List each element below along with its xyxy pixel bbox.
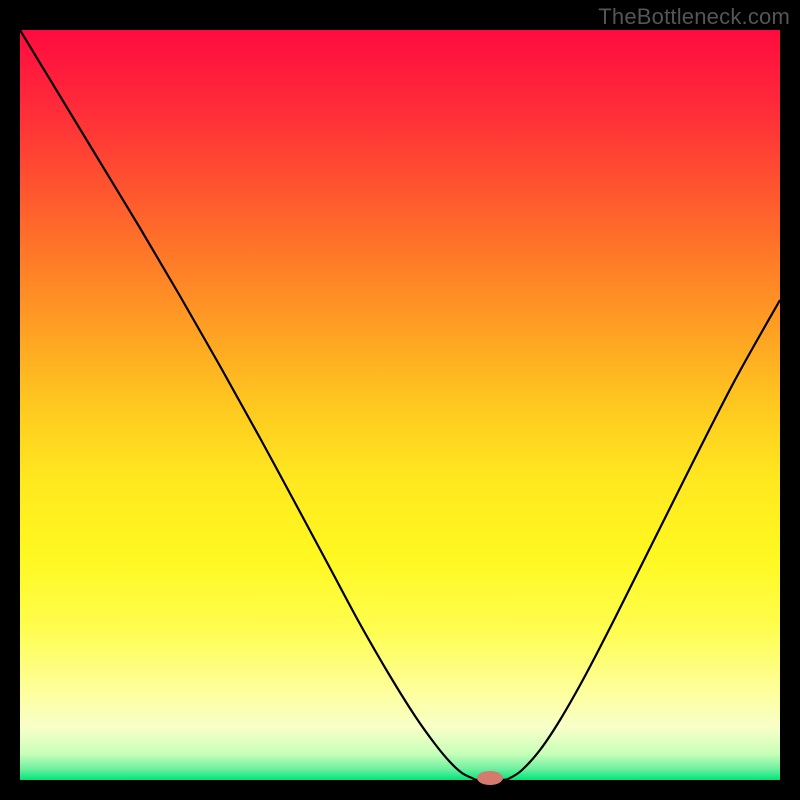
plot-background (20, 30, 780, 780)
optimum-marker (477, 771, 503, 785)
bottleneck-chart: TheBottleneck.com (0, 0, 800, 800)
chart-svg (0, 0, 800, 800)
